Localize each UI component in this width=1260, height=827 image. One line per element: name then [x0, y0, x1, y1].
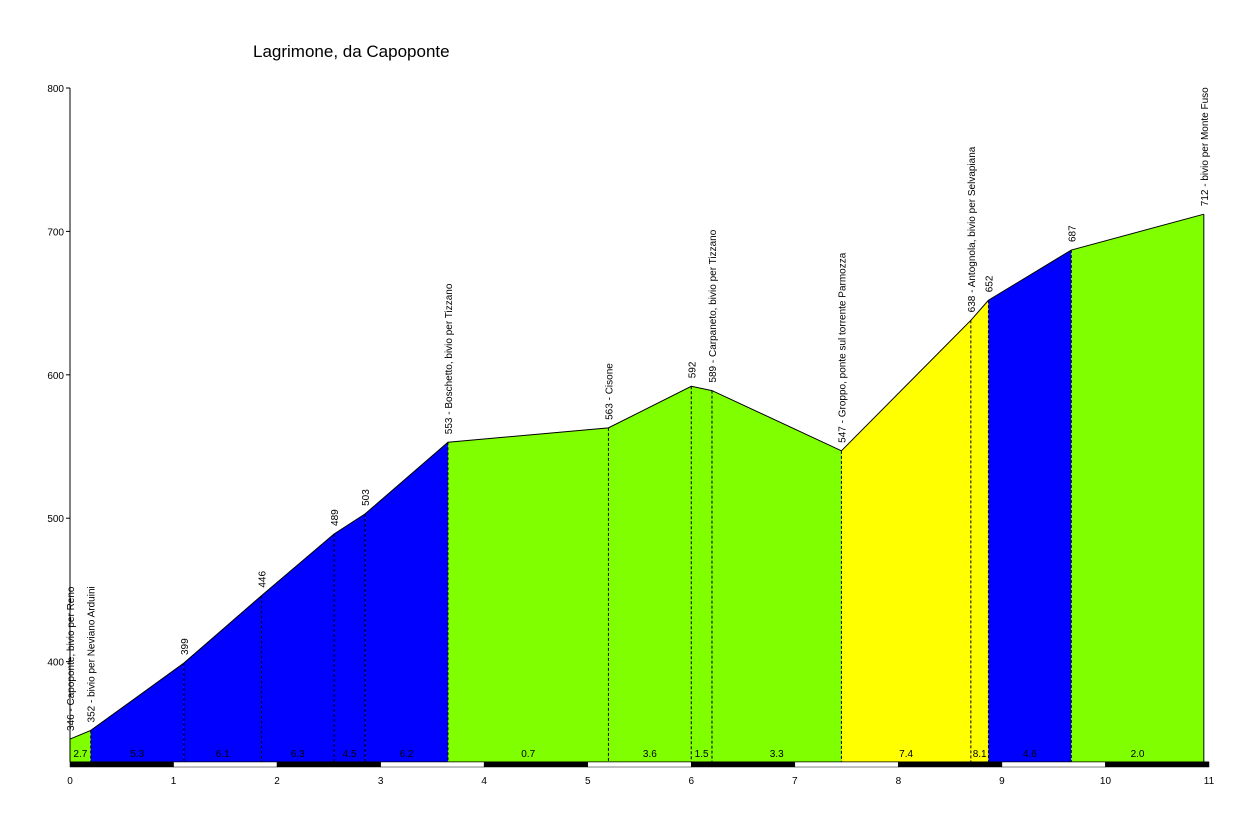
y-tick-label-0: 400	[47, 658, 64, 669]
x-tick-labels: 0 1 2 3 4 5 6 7 8 9 10 11	[67, 776, 1214, 787]
segment-fill-4	[334, 513, 366, 762]
segment-fill-5	[365, 442, 448, 762]
segment-fill-2	[183, 595, 262, 762]
segment-fill-6	[447, 427, 609, 762]
profile-line	[69, 213, 1204, 740]
point-label-5: 503	[361, 489, 372, 506]
point-label-3: 446	[258, 571, 269, 588]
segment-fill-1	[90, 663, 184, 762]
gradient-labels: 2.7 5.3 6.1 6.3 4.5 6.2 0.7 3.6 1.5 3.3 7.4 8.1 4.6 2…	[73, 749, 1145, 760]
point-label-11: 638 - Antognola, bivio per Selvapiana	[967, 146, 978, 312]
point-labels: 346 - Capoponte, bivio per Reno 352 - biv…	[66, 87, 1211, 731]
segment-fill-7	[608, 386, 692, 762]
gradient-label-0: 2.7	[73, 749, 87, 760]
segment-fill-11	[970, 300, 989, 762]
point-label-7: 563 - Cisone	[604, 363, 615, 420]
x-tick-label-10: 10	[1100, 776, 1112, 787]
gradient-label-11: 8.1	[973, 749, 987, 760]
gradient-label-13: 2.0	[1131, 749, 1145, 760]
km-bar-block-4	[483, 761, 588, 768]
gradient-label-12: 4.6	[1023, 749, 1037, 760]
km-bar-block-6	[691, 761, 796, 768]
segment-fill-10	[841, 320, 971, 762]
segment-fill-13	[1071, 214, 1204, 762]
gradient-label-1: 5.3	[130, 749, 144, 760]
km-bar-block-8	[898, 761, 1003, 768]
segment-fills	[70, 214, 1204, 762]
point-label-8: 592	[687, 361, 698, 378]
point-label-1: 352 - bivio per Neviano Arduini	[87, 586, 98, 722]
x-tick-label-8: 8	[896, 776, 902, 787]
point-label-13: 687	[1067, 225, 1078, 242]
point-label-6: 553 - Boschetto, bivio per Tizzano	[444, 283, 455, 434]
profile-outline	[69, 213, 1205, 762]
km-bar-block-9	[1001, 761, 1106, 768]
x-tick-label-6: 6	[688, 776, 694, 787]
point-label-4: 489	[330, 509, 341, 526]
gradient-label-10: 7.4	[899, 749, 913, 760]
point-label-14: 712 - bivio per Monte Fuso	[1200, 87, 1211, 206]
km-bar-block-5	[587, 761, 692, 768]
segment-fill-0	[70, 730, 91, 762]
y-tick-label-2: 600	[47, 371, 64, 382]
gradient-label-4: 4.5	[343, 749, 357, 760]
gradient-label-9: 3.3	[770, 749, 784, 760]
km-bar-block-3	[380, 761, 485, 768]
gradient-label-3: 6.3	[291, 749, 305, 760]
gradient-label-7: 3.6	[643, 749, 657, 760]
x-tick-label-4: 4	[481, 776, 487, 787]
point-label-10: 547 - Groppo, ponte sul torrente Parmozz…	[837, 252, 848, 443]
gradient-label-2: 6.1	[216, 749, 230, 760]
segment-fill-8	[691, 386, 712, 762]
km-bar-block-2	[276, 761, 381, 768]
segment-fill-12	[988, 250, 1072, 762]
km-bar-block-0	[69, 761, 174, 768]
x-tick-label-9: 9	[999, 776, 1005, 787]
gradient-label-8: 1.5	[695, 749, 709, 760]
segment-fill-9	[711, 390, 842, 762]
x-tick-label-0: 0	[67, 776, 73, 787]
kilometer-bar	[69, 761, 1210, 768]
segment-dividers	[90, 250, 1072, 762]
km-bar-block-10	[1105, 761, 1210, 768]
x-tick-label-2: 2	[274, 776, 280, 787]
point-label-9: 589 - Carpaneto, bivio per Tizzano	[708, 229, 719, 382]
gradient-label-5: 6.2	[400, 749, 414, 760]
point-label-2: 399	[180, 638, 191, 655]
chart-title: Lagrimone, da Capoponte	[253, 42, 450, 61]
y-tick-label-4: 800	[47, 84, 64, 95]
x-tick-label-11: 11	[1204, 776, 1215, 787]
x-tick-label-3: 3	[378, 776, 384, 787]
gradient-label-6: 0.7	[521, 749, 535, 760]
x-tick-label-1: 1	[171, 776, 177, 787]
y-tick-label-3: 700	[47, 227, 64, 238]
point-label-0: 346 - Capoponte, bivio per Reno	[66, 586, 77, 731]
point-label-12: 652	[984, 275, 995, 292]
y-tick-labels: 400 500 600 700 800	[47, 84, 70, 669]
km-bar-block-7	[794, 761, 899, 768]
y-tick-label-1: 500	[47, 514, 64, 525]
km-bar-block-1	[173, 761, 278, 768]
x-tick-label-5: 5	[585, 776, 591, 787]
segment-fill-3	[261, 533, 335, 762]
x-tick-label-7: 7	[792, 776, 798, 787]
